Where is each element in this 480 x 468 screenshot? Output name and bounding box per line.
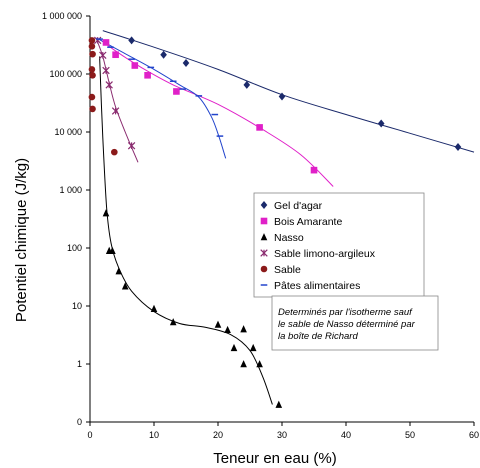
series-2-point	[240, 325, 247, 333]
series-2-point	[115, 267, 123, 275]
x-tick-label: 30	[277, 430, 287, 440]
series-3-point	[105, 81, 113, 89]
legend-label-0: Gel d'agar	[274, 200, 323, 212]
series-1-point	[173, 88, 180, 95]
series-2-point	[240, 360, 247, 368]
series-0-point	[278, 92, 286, 101]
series-0-point	[128, 36, 135, 45]
x-tick-label: 10	[149, 430, 159, 440]
series-2-point	[249, 343, 257, 352]
y-tick-label: 1	[77, 359, 82, 369]
series-1-point	[310, 166, 318, 174]
annotation-line-1: Determinés par l'isotherme sauf	[278, 307, 413, 318]
series-4-point	[111, 148, 118, 156]
series-2-point	[214, 320, 222, 328]
y-tick-label: 0	[77, 417, 82, 427]
series-1-point	[131, 62, 139, 69]
legend-label-3: Sable limono-argileux	[274, 248, 376, 260]
legend-label-5: Pâtes alimentaires	[274, 280, 360, 292]
x-tick-label: 0	[87, 430, 92, 440]
series-4-point	[89, 105, 96, 113]
y-tick-label: 1 000	[59, 185, 82, 195]
annotation-line-3: la boîte de Richard	[278, 331, 358, 342]
series-3-point	[111, 107, 120, 115]
series-2-point	[150, 304, 158, 312]
x-tick-label: 60	[469, 430, 479, 440]
series-0-point	[377, 119, 385, 128]
legend-label-1: Bois Amarante	[274, 216, 342, 228]
legend: Gel d'agar Bois Amarante Nasso Sable limono…	[253, 192, 425, 298]
legend-marker-0	[260, 201, 268, 209]
x-axis-title: Teneur en eau (%)	[213, 450, 336, 467]
series-2-point	[256, 360, 263, 368]
series-1-point	[112, 51, 119, 59]
y-axis-title: Potentiel chimique (J/kg)	[13, 158, 30, 322]
series-2-point	[275, 400, 283, 408]
series-3-point	[102, 66, 110, 75]
legend-label-4: Sable	[274, 264, 301, 276]
legend-marker-3	[260, 249, 268, 257]
legend-marker-4	[260, 265, 268, 273]
series-3-point	[127, 141, 136, 150]
series-2-point	[121, 282, 129, 290]
series-1-point	[102, 39, 110, 46]
annotation-line-2: le sable de Nasso déterminé par	[278, 319, 416, 330]
series-0-point	[182, 58, 190, 67]
x-tick-label: 50	[405, 430, 415, 440]
series-4-point	[89, 50, 96, 58]
series-4-point	[88, 43, 96, 50]
legend-marker-2	[260, 233, 268, 241]
legend-label-2: Nasso	[274, 232, 304, 244]
series-2-point	[109, 246, 116, 254]
series-3-point	[99, 51, 107, 60]
y-tick-label: 100	[67, 243, 82, 253]
series-0-point	[160, 50, 167, 59]
series-2-point	[224, 325, 231, 334]
series-4-point	[88, 37, 96, 44]
data-marks	[88, 36, 462, 408]
series-4-point	[88, 93, 96, 101]
y-tick-label: 10 000	[54, 127, 82, 137]
series-2-point	[102, 209, 110, 217]
series-1-point	[256, 124, 263, 131]
series-1-point	[144, 71, 151, 79]
series-4-point	[89, 71, 96, 79]
series-0-point	[243, 80, 251, 89]
series-3-point	[93, 36, 102, 45]
y-tick-label: 1 000 000	[42, 11, 82, 21]
y-tick-label: 100 000	[49, 69, 82, 79]
x-tick-label: 20	[213, 430, 223, 440]
legend-marker-1	[260, 217, 268, 225]
series-2-point	[230, 343, 238, 352]
series-4-point	[88, 66, 96, 73]
legend-box	[253, 192, 425, 298]
y-tick-label: 10	[72, 301, 82, 311]
annotation-box	[271, 295, 439, 351]
x-tick-label: 40	[341, 430, 351, 440]
legend-items: Gel d'agar Bois Amarante Nasso Sable limono…	[260, 200, 376, 292]
series-0-point	[454, 143, 462, 152]
series-2-point	[169, 318, 177, 326]
annotation: Determinés par l'isotherme sauf le sable…	[271, 295, 439, 351]
